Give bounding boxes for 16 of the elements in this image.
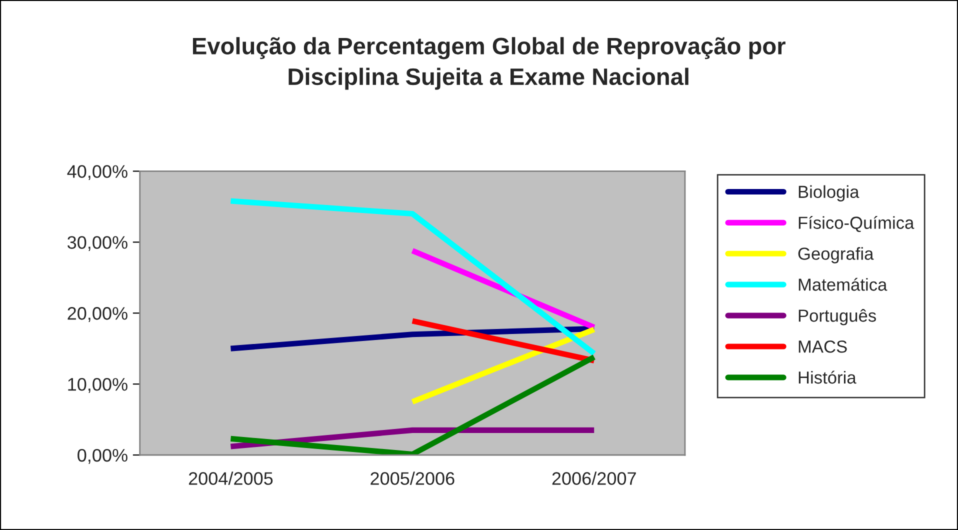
- y-tick-label: 10,00%: [68, 378, 128, 393]
- legend-label: Matemática: [798, 278, 888, 291]
- legend-label: Biologia: [798, 185, 860, 202]
- chart-title: Evolução da Percentagem Global de Reprovação por Disciplina Sujeita a Exame Nacional: [192, 37, 786, 90]
- y-tick-label: 40,00%: [67, 165, 128, 180]
- y-tick-label: 0,00%: [78, 448, 128, 464]
- legend-label: Físico-Química: [798, 216, 914, 232]
- x-tick-label: 2006/2007: [552, 472, 636, 485]
- y-tick-label: 20,00%: [68, 307, 128, 322]
- x-tick-label: 2004/2005: [188, 472, 273, 485]
- x-tick-label: 2005/2006: [370, 472, 454, 485]
- legend-label: Geografia: [798, 247, 874, 264]
- y-tick-label: 30,00%: [68, 236, 128, 251]
- legend-label: Português: [798, 309, 876, 326]
- legend-label: MACS: [798, 340, 847, 353]
- legend-label: História: [798, 370, 856, 384]
